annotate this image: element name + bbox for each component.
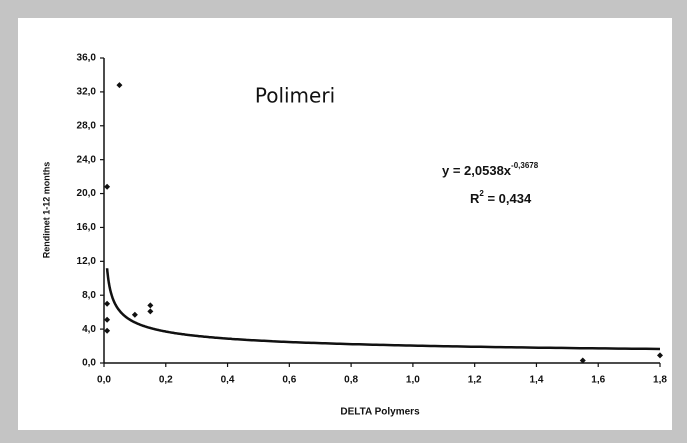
x-tick-label: 0,8 — [344, 375, 358, 386]
y-tick-label: 4,0 — [82, 324, 96, 335]
data-point — [147, 308, 154, 315]
equation-exponent: -0,3678 — [511, 161, 539, 170]
y-tick-label: 8,0 — [82, 290, 96, 301]
x-tick-label: 0,4 — [221, 375, 235, 386]
y-tick-label: 20,0 — [77, 188, 97, 199]
y-tick-label: 24,0 — [77, 154, 97, 165]
r-squared: R2 = 0,434 — [470, 189, 532, 206]
y-axis-label: Rendimet 1-12 months — [41, 162, 51, 259]
y-tick-label: 16,0 — [77, 222, 97, 233]
chart-area — [18, 18, 672, 430]
r-squared-exponent: 2 — [479, 189, 484, 198]
r-squared-value: = 0,434 — [484, 191, 532, 206]
x-tick-label: 1,4 — [529, 375, 543, 386]
data-point — [131, 311, 138, 318]
chart-title: Polimeri — [255, 84, 335, 108]
y-tick-label: 28,0 — [77, 120, 97, 131]
equation-base: y = 2,0538x — [442, 163, 512, 178]
data-point — [657, 352, 663, 359]
data-point — [104, 300, 111, 307]
y-tick-label: 32,0 — [77, 87, 97, 98]
x-tick-label: 1,6 — [591, 375, 605, 386]
data-point — [104, 327, 111, 334]
x-tick-label: 0,2 — [159, 375, 173, 386]
x-tick-label: 1,8 — [653, 375, 667, 386]
y-tick-label: 12,0 — [77, 256, 97, 267]
data-point — [104, 316, 111, 323]
data-point — [104, 183, 111, 190]
equation: y = 2,0538x-0,3678 — [442, 161, 539, 178]
y-tick-label: 36,0 — [77, 53, 97, 64]
x-tick-label: 0,0 — [97, 375, 111, 386]
trendline — [105, 268, 661, 351]
x-tick-label: 1,2 — [468, 375, 482, 386]
r-squared-base: R — [470, 191, 480, 206]
x-tick-label: 1,0 — [406, 375, 420, 386]
y-tick-label: 0,0 — [82, 358, 96, 369]
data-point — [147, 302, 154, 309]
x-tick-label: 0,6 — [282, 375, 296, 386]
data-point — [579, 357, 586, 364]
data-point — [116, 82, 123, 89]
x-axis-label: DELTA Polymers — [340, 407, 420, 418]
